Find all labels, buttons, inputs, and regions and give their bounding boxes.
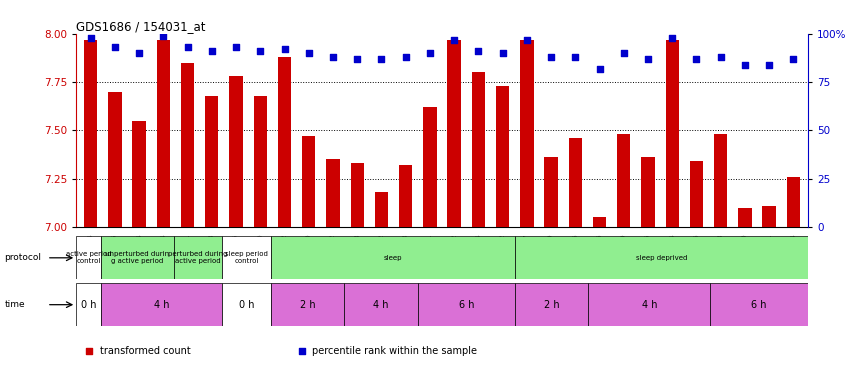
Bar: [76, 236, 101, 279]
Point: [205, 48, 218, 54]
Point: [787, 56, 800, 62]
Point: [641, 56, 655, 62]
Point: [108, 44, 122, 50]
Text: 4 h: 4 h: [154, 300, 169, 310]
Text: 2 h: 2 h: [544, 300, 559, 310]
Bar: [181, 63, 195, 227]
Text: 4 h: 4 h: [641, 300, 657, 310]
Bar: [515, 283, 588, 326]
Bar: [101, 236, 173, 279]
Text: 2 h: 2 h: [300, 300, 316, 310]
Point: [254, 48, 267, 54]
Bar: [689, 161, 703, 227]
Point: [496, 50, 509, 56]
Text: time: time: [4, 300, 25, 309]
Bar: [545, 158, 558, 227]
Bar: [229, 76, 243, 227]
Point: [84, 34, 97, 40]
Bar: [617, 134, 630, 227]
Text: percentile rank within the sample: percentile rank within the sample: [312, 346, 477, 355]
Point: [666, 34, 679, 40]
Point: [423, 50, 437, 56]
Bar: [375, 192, 388, 227]
Point: [520, 36, 534, 42]
Bar: [350, 163, 364, 227]
Point: [399, 54, 413, 60]
Point: [471, 48, 485, 54]
Text: unperturbed durin
g active period: unperturbed durin g active period: [105, 251, 169, 264]
Bar: [206, 96, 218, 227]
Point: [569, 54, 582, 60]
Text: sleep deprived: sleep deprived: [636, 255, 687, 261]
Bar: [76, 283, 101, 326]
Bar: [787, 177, 800, 227]
Bar: [496, 86, 509, 227]
Bar: [344, 283, 418, 326]
Text: GDS1686 / 154031_at: GDS1686 / 154031_at: [76, 20, 206, 33]
Point: [617, 50, 630, 56]
Bar: [277, 57, 291, 227]
Bar: [84, 39, 97, 227]
Text: 0 h: 0 h: [239, 300, 255, 310]
Bar: [418, 283, 515, 326]
Text: perturbed during
active period: perturbed during active period: [168, 251, 228, 264]
Bar: [515, 236, 808, 279]
Bar: [588, 283, 711, 326]
Bar: [423, 107, 437, 227]
Bar: [711, 283, 808, 326]
Bar: [666, 39, 678, 227]
Point: [689, 56, 703, 62]
Bar: [520, 39, 534, 227]
Bar: [157, 39, 170, 227]
Point: [277, 46, 291, 52]
Bar: [101, 283, 222, 326]
Point: [294, 348, 308, 354]
Bar: [222, 283, 272, 326]
Bar: [272, 236, 515, 279]
Point: [327, 54, 340, 60]
Text: 4 h: 4 h: [373, 300, 389, 310]
Bar: [272, 283, 344, 326]
Point: [350, 56, 364, 62]
Point: [714, 54, 728, 60]
Point: [302, 50, 316, 56]
Text: transformed count: transformed count: [100, 346, 190, 355]
Bar: [714, 134, 728, 227]
Text: sleep: sleep: [384, 255, 403, 261]
Bar: [222, 236, 272, 279]
Bar: [302, 136, 316, 227]
Text: 6 h: 6 h: [459, 300, 474, 310]
Text: protocol: protocol: [4, 254, 41, 262]
Bar: [108, 92, 122, 227]
Bar: [569, 138, 582, 227]
Point: [375, 56, 388, 62]
Text: sleep period
control: sleep period control: [225, 251, 268, 264]
Point: [83, 348, 96, 354]
Text: 0 h: 0 h: [80, 300, 96, 310]
Point: [739, 62, 752, 68]
Bar: [593, 217, 607, 227]
Point: [593, 66, 607, 72]
Point: [181, 44, 195, 50]
Bar: [327, 159, 339, 227]
Point: [762, 62, 776, 68]
Bar: [762, 206, 776, 227]
Bar: [641, 158, 655, 227]
Point: [544, 54, 558, 60]
Bar: [739, 208, 751, 227]
Point: [132, 50, 146, 56]
Bar: [254, 96, 267, 227]
Bar: [173, 236, 222, 279]
Point: [229, 44, 243, 50]
Text: 6 h: 6 h: [751, 300, 766, 310]
Bar: [133, 121, 146, 227]
Bar: [448, 39, 461, 227]
Point: [448, 36, 461, 42]
Bar: [399, 165, 412, 227]
Point: [157, 33, 170, 39]
Bar: [472, 72, 485, 227]
Text: active period
control: active period control: [65, 251, 111, 264]
